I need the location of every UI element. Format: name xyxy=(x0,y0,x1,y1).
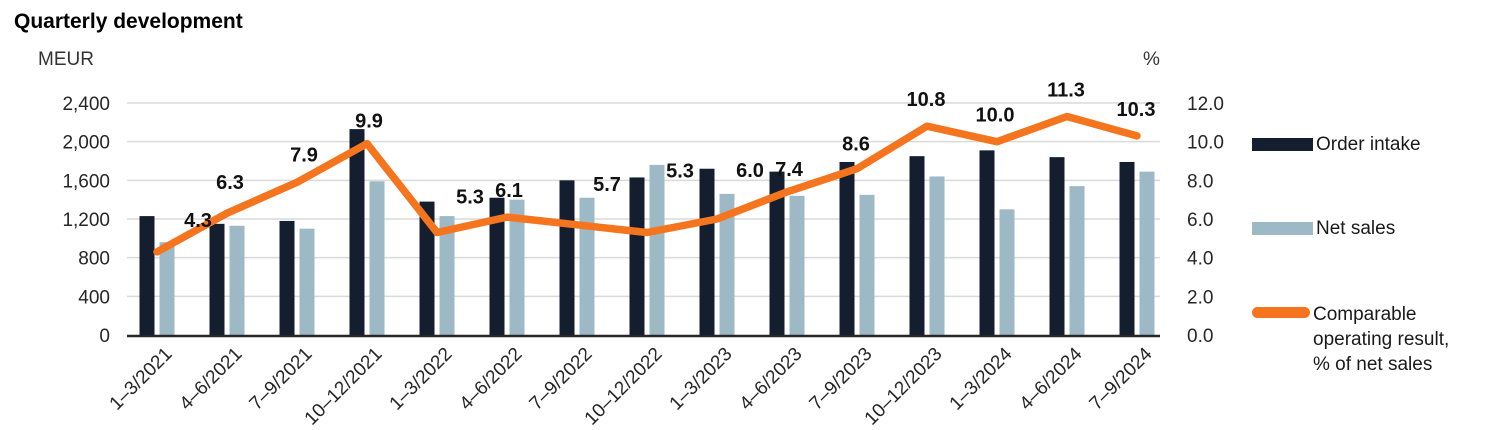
net-sales-bar xyxy=(1139,171,1155,335)
line-data-label: 5.7 xyxy=(593,174,621,196)
net-sales-bar xyxy=(929,176,945,335)
legend-item-order-intake: Order intake xyxy=(1252,132,1421,157)
left-axis-tick-label: 2,000 xyxy=(62,133,110,154)
net-sales-swatch xyxy=(1252,222,1313,235)
x-axis-category-label: 1–3/2023 xyxy=(666,344,737,415)
net-sales-bar xyxy=(859,194,875,335)
order-intake-bar xyxy=(979,150,995,335)
left-axis-unit-label: MEUR xyxy=(38,49,94,70)
right-axis-tick-label: 6.0 xyxy=(1187,210,1213,231)
line-data-label: 7.9 xyxy=(290,144,318,166)
line-data-label: 10.3 xyxy=(1117,99,1156,121)
comparable-operating-result-line-swatch xyxy=(1252,307,1310,318)
x-axis-category-label: 7–9/2022 xyxy=(526,344,597,415)
left-axis-tick-label: 0 xyxy=(99,326,110,347)
line-data-label: 6.0 xyxy=(736,160,764,182)
x-axis-category-label: 4–6/2021 xyxy=(176,344,247,415)
left-axis-tick-label: 1,200 xyxy=(62,210,110,231)
net-sales-bar xyxy=(579,197,595,335)
right-axis-unit-label: % xyxy=(1143,49,1160,70)
legend-item-comparable-operating-result: Comparable operating result, % of net sa… xyxy=(1252,302,1463,377)
legend-label-comparable-operating-result: Comparable operating result, % of net sa… xyxy=(1313,304,1450,375)
right-axis-tick-label: 8.0 xyxy=(1187,171,1213,192)
chart-title: Quarterly development xyxy=(14,10,243,33)
net-sales-bar xyxy=(509,199,525,335)
x-axis-category-label: 4–6/2023 xyxy=(736,344,807,415)
order-intake-bar xyxy=(139,216,155,335)
line-data-label: 10.0 xyxy=(976,105,1015,127)
left-axis-tick-label: 400 xyxy=(78,287,110,308)
chart-plot-area: 4.36.3 7.9 9.9 5.3 6.1 5.7 5.3 6.0 7.4 8.6 10.8 10.… xyxy=(62,80,1224,430)
right-axis-tick-label: 10.0 xyxy=(1187,133,1224,154)
line-data-label: 7.4 xyxy=(775,159,804,181)
left-axis-tick-label: 2,400 xyxy=(62,94,110,115)
legend-item-net-sales: Net sales xyxy=(1252,216,1395,241)
line-data-label: 4.3 xyxy=(184,210,212,232)
x-axis-category-label: 4–6/2022 xyxy=(456,344,527,415)
line-data-label: 5.3 xyxy=(456,187,484,209)
right-axis-tick-label: 4.0 xyxy=(1187,249,1213,270)
net-sales-bar xyxy=(719,193,735,335)
order-intake-bar xyxy=(419,201,435,335)
x-axis-category-label: 7–9/2021 xyxy=(246,344,317,415)
chart-legend: Order intake Net sales Comparable operat… xyxy=(1252,0,1487,430)
order-intake-bar xyxy=(279,220,295,335)
order-intake-bar xyxy=(909,156,925,335)
net-sales-bar xyxy=(369,181,385,335)
order-intake-bar xyxy=(489,197,505,335)
line-data-label: 5.3 xyxy=(666,161,694,183)
order-intake-bar xyxy=(1049,157,1065,335)
x-axis-category-label: 1–3/2022 xyxy=(386,344,457,415)
net-sales-bar xyxy=(649,164,665,335)
left-axis-tick-label: 1,600 xyxy=(62,171,110,192)
net-sales-bar xyxy=(159,242,175,335)
x-axis-category-label: 1–3/2024 xyxy=(946,343,1017,414)
right-axis-tick-label: 12.0 xyxy=(1187,94,1224,115)
legend-label-net-sales: Net sales xyxy=(1316,218,1396,239)
legend-label-order-intake: Order intake xyxy=(1316,134,1421,155)
order-intake-bar xyxy=(559,180,575,335)
line-data-label: 6.1 xyxy=(495,180,523,202)
net-sales-bar xyxy=(229,225,245,335)
line-data-label: 11.3 xyxy=(1047,80,1085,102)
x-axis-category-label: 7–9/2023 xyxy=(806,344,877,415)
right-axis-tick-label: 2.0 xyxy=(1187,287,1213,308)
order-intake-bar xyxy=(699,168,715,335)
line-data-label: 8.6 xyxy=(842,134,870,156)
line-data-label: 10.8 xyxy=(907,89,946,111)
left-axis-tick-label: 800 xyxy=(78,249,110,270)
x-axis-category-label: 7–9/2024 xyxy=(1086,343,1157,414)
order-intake-bar xyxy=(769,171,785,335)
order-intake-bar xyxy=(839,161,855,335)
order-intake-bar xyxy=(629,177,645,335)
net-sales-bar xyxy=(999,209,1015,335)
line-data-label: 6.3 xyxy=(216,172,244,194)
order-intake-bar xyxy=(209,223,225,335)
order-intake-bar xyxy=(1119,161,1135,335)
order-intake-swatch xyxy=(1252,138,1313,151)
line-data-label: 9.9 xyxy=(355,111,383,133)
right-axis-tick-label: 0.0 xyxy=(1187,326,1213,347)
x-axis-category-label: 4–6/2024 xyxy=(1016,343,1087,414)
net-sales-bar xyxy=(789,195,805,335)
net-sales-bar xyxy=(1069,186,1085,335)
order-intake-bar xyxy=(349,129,365,335)
x-axis-category-label: 1–3/2021 xyxy=(106,344,177,415)
net-sales-bar xyxy=(439,216,455,335)
comparable-operating-result-line xyxy=(153,112,1141,256)
net-sales-bar xyxy=(299,228,315,335)
